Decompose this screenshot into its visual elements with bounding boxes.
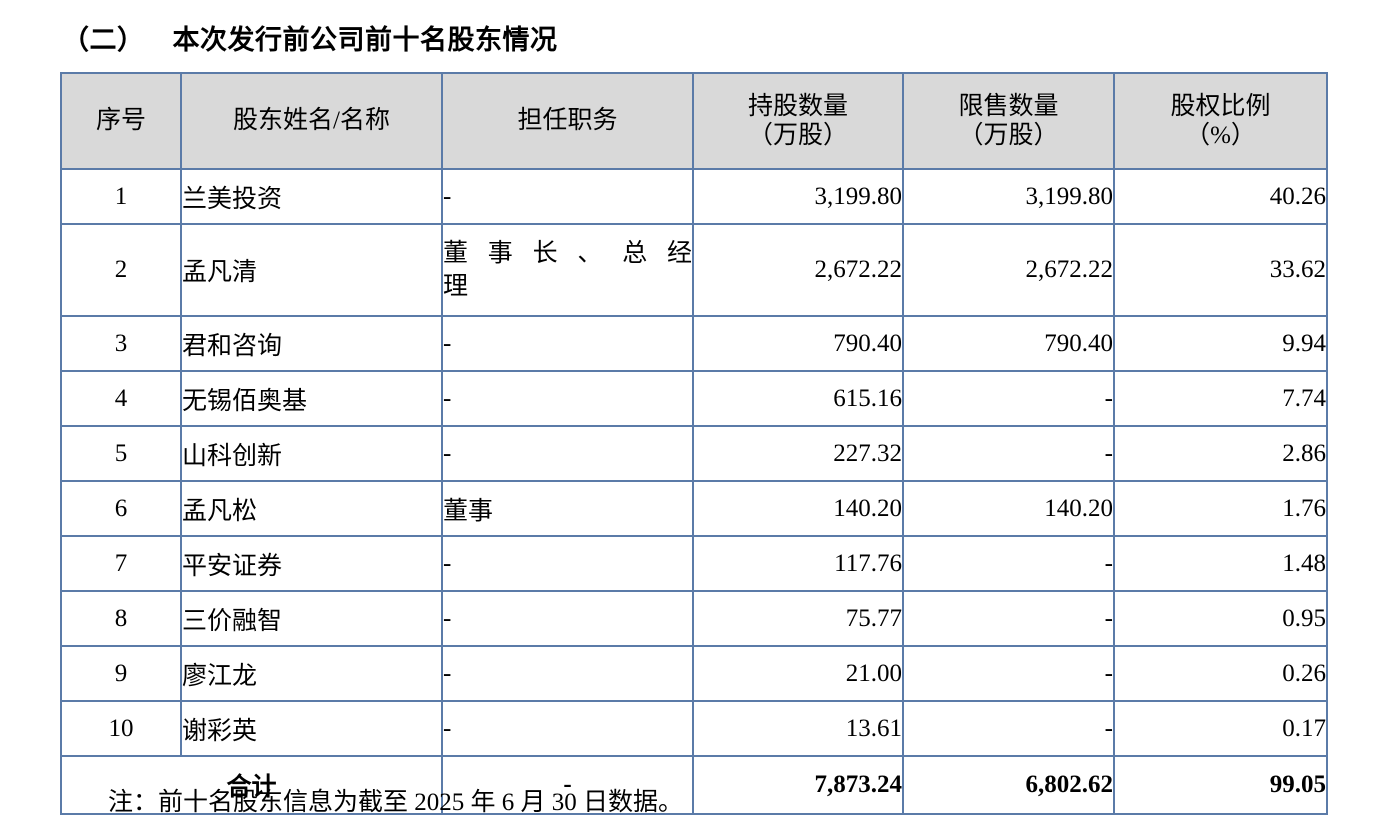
- cell-restricted: -: [902, 425, 1115, 482]
- cell-holdings: 615.16: [692, 370, 904, 427]
- cell-seq: 4: [60, 370, 182, 427]
- table-row: 3 君和咨询 - 790.40 790.40 9.94: [60, 315, 1328, 372]
- cell-seq: 2: [60, 223, 182, 317]
- column-header-role: 担任职务: [441, 72, 694, 170]
- cell-total-holdings: 7,873.24: [692, 755, 904, 815]
- cell-ratio: 9.94: [1113, 315, 1328, 372]
- cell-ratio: 2.86: [1113, 425, 1328, 482]
- table-row: 5 山科创新 - 227.32 - 2.86: [60, 425, 1328, 482]
- cell-total-ratio: 99.05: [1113, 755, 1328, 815]
- cell-name: 平安证券: [180, 535, 443, 592]
- cell-role: -: [441, 370, 694, 427]
- cell-restricted: -: [902, 590, 1115, 647]
- cell-name: 山科创新: [180, 425, 443, 482]
- cell-total-role: -: [441, 755, 694, 815]
- cell-holdings: 13.61: [692, 700, 904, 757]
- cell-role: -: [441, 425, 694, 482]
- cell-seq: 8: [60, 590, 182, 647]
- cell-name: 三价融智: [180, 590, 443, 647]
- section-number: （二）: [62, 25, 145, 55]
- table-header: 序号 股东姓名/名称 担任职务 持股数量 （万股） 限售数量 （万股） 股权比例: [60, 72, 1328, 170]
- cell-ratio: 40.26: [1113, 168, 1328, 225]
- column-header-name: 股东姓名/名称: [180, 72, 443, 170]
- cell-restricted: 140.20: [902, 480, 1115, 537]
- cell-seq: 5: [60, 425, 182, 482]
- cell-role: -: [441, 168, 694, 225]
- cell-seq: 9: [60, 645, 182, 702]
- cell-name: 无锡佰奥基: [180, 370, 443, 427]
- section-heading: （二） 本次发行前公司前十名股东情况: [62, 18, 558, 57]
- cell-ratio: 1.48: [1113, 535, 1328, 592]
- table-header-row: 序号 股东姓名/名称 担任职务 持股数量 （万股） 限售数量 （万股） 股权比例: [60, 72, 1328, 170]
- cell-seq: 3: [60, 315, 182, 372]
- cell-restricted: -: [902, 370, 1115, 427]
- cell-restricted: 2,672.22: [902, 223, 1115, 317]
- cell-total-restricted: 6,802.62: [902, 755, 1115, 815]
- table-footnote: 注：前十名股东信息为截至 2025 年 6 月 30 日数据。: [108, 789, 684, 816]
- cell-holdings: 140.20: [692, 480, 904, 537]
- cell-seq: 6: [60, 480, 182, 537]
- table-row: 4 无锡佰奥基 - 615.16 - 7.74: [60, 370, 1328, 427]
- cell-restricted: -: [902, 535, 1115, 592]
- cell-holdings: 21.00: [692, 645, 904, 702]
- table-row: 8 三价融智 - 75.77 - 0.95: [60, 590, 1328, 647]
- cell-ratio: 0.17: [1113, 700, 1328, 757]
- cell-holdings: 790.40: [692, 315, 904, 372]
- cell-ratio: 0.95: [1113, 590, 1328, 647]
- table-row: 2 孟凡清 董事长、总经理 2,672.22 2,672.22 33.62: [60, 223, 1328, 317]
- cell-ratio: 7.74: [1113, 370, 1328, 427]
- column-header-seq: 序号: [60, 72, 182, 170]
- section-title: 本次发行前公司前十名股东情况: [172, 25, 558, 55]
- cell-name: 谢彩英: [180, 700, 443, 757]
- table-row: 7 平安证券 - 117.76 - 1.48: [60, 535, 1328, 592]
- role-line-1: 董事长、总经: [443, 240, 692, 267]
- cell-seq: 1: [60, 168, 182, 225]
- cell-name: 孟凡松: [180, 480, 443, 537]
- top-ten-shareholders-table: 序号 股东姓名/名称 担任职务 持股数量 （万股） 限售数量 （万股） 股权比例: [60, 72, 1328, 815]
- cell-role: -: [441, 645, 694, 702]
- cell-total-label: 合计: [60, 755, 443, 815]
- cell-ratio: 33.62: [1113, 223, 1328, 317]
- cell-holdings: 117.76: [692, 535, 904, 592]
- cell-holdings: 2,672.22: [692, 223, 904, 317]
- cell-role: -: [441, 700, 694, 757]
- cell-role: 董事: [441, 480, 694, 537]
- cell-restricted: -: [902, 700, 1115, 757]
- cell-holdings: 227.32: [692, 425, 904, 482]
- role-line-2: 理: [443, 273, 469, 300]
- column-header-restricted: 限售数量 （万股）: [902, 72, 1115, 170]
- cell-name: 兰美投资: [180, 168, 443, 225]
- cell-name: 孟凡清: [180, 223, 443, 317]
- table-row: 9 廖江龙 - 21.00 - 0.26: [60, 645, 1328, 702]
- table-row: 10 谢彩英 - 13.61 - 0.17: [60, 700, 1328, 757]
- table-total-row: 合计 - 7,873.24 6,802.62 99.05: [60, 755, 1328, 815]
- column-header-holdings: 持股数量 （万股）: [692, 72, 904, 170]
- table-body: 1 兰美投资 - 3,199.80 3,199.80 40.26 2 孟凡清 董…: [60, 168, 1328, 815]
- column-header-ratio: 股权比例 （%）: [1113, 72, 1328, 170]
- cell-restricted: -: [902, 645, 1115, 702]
- table-row: 6 孟凡松 董事 140.20 140.20 1.76: [60, 480, 1328, 537]
- cell-role: 董事长、总经理: [441, 223, 694, 317]
- cell-ratio: 1.76: [1113, 480, 1328, 537]
- cell-holdings: 75.77: [692, 590, 904, 647]
- cell-seq: 10: [60, 700, 182, 757]
- cell-restricted: 790.40: [902, 315, 1115, 372]
- cell-restricted: 3,199.80: [902, 168, 1115, 225]
- cell-seq: 7: [60, 535, 182, 592]
- cell-role: -: [441, 315, 694, 372]
- cell-role: -: [441, 590, 694, 647]
- cell-holdings: 3,199.80: [692, 168, 904, 225]
- cell-name: 廖江龙: [180, 645, 443, 702]
- cell-ratio: 0.26: [1113, 645, 1328, 702]
- table-row: 1 兰美投资 - 3,199.80 3,199.80 40.26: [60, 168, 1328, 225]
- cell-role: -: [441, 535, 694, 592]
- cell-name: 君和咨询: [180, 315, 443, 372]
